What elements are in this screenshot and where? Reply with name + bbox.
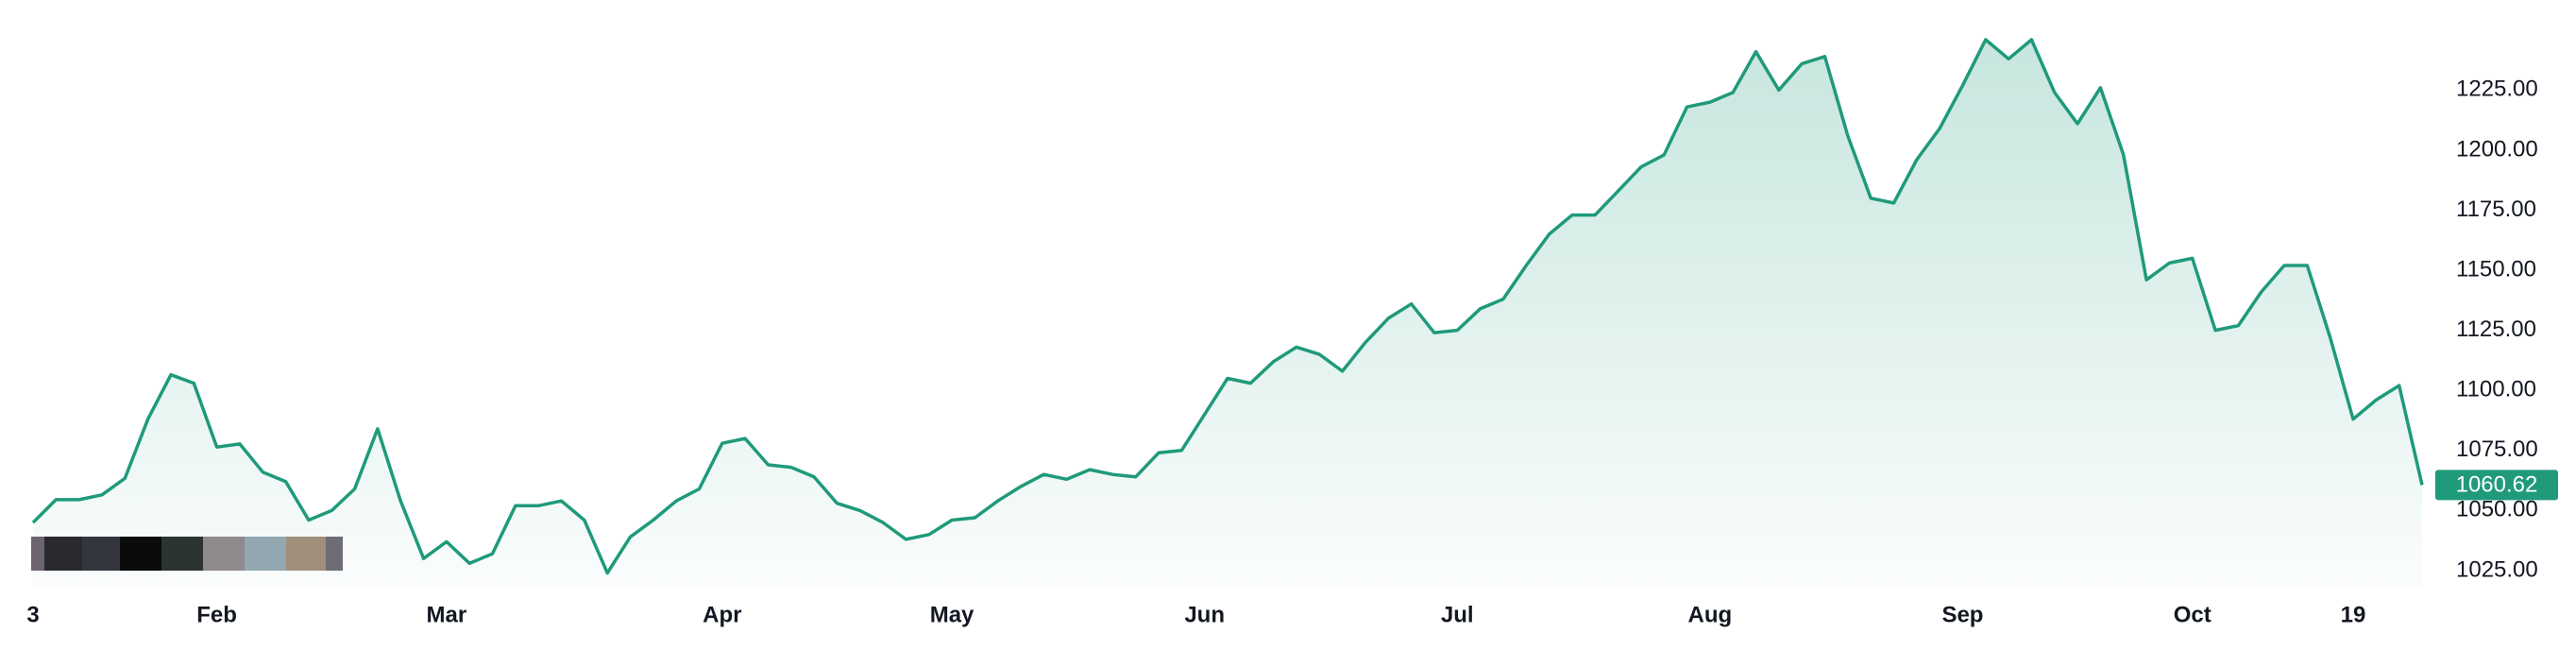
area-fill [33, 40, 2422, 589]
x-tick-label: 19 [2341, 602, 2366, 627]
y-tick-label: 1175.00 [2456, 197, 2536, 222]
y-tick-label: 1075.00 [2456, 436, 2538, 462]
x-tick-label: Apr [703, 602, 741, 627]
price-line [31, 38, 2424, 575]
x-tick-label: Feb [196, 602, 237, 627]
y-tick-label: 1050.00 [2456, 497, 2538, 522]
y-tick-label: 1200.00 [2456, 136, 2538, 162]
x-tick-label: Aug [1688, 602, 1733, 627]
y-tick-label: 1100.00 [2456, 377, 2536, 402]
x-tick-label: Mar [427, 602, 467, 627]
x-tick-label: 3 [26, 602, 39, 627]
x-tick-label: Sep [1941, 602, 1983, 627]
last-price-label: 1060.62 [2456, 472, 2538, 498]
y-tick-label: 1025.00 [2456, 556, 2538, 582]
y-tick-label: 1125.00 [2456, 316, 2536, 342]
watermark [31, 537, 343, 571]
x-tick-label: Oct [2174, 602, 2212, 627]
y-tick-label: 1225.00 [2456, 77, 2538, 102]
last-price-tag [2435, 470, 2558, 501]
x-tick-label: May [930, 602, 974, 627]
y-tick-label: 1150.00 [2456, 256, 2536, 282]
x-tick-label: Jun [1184, 602, 1225, 627]
x-tick-label: Jul [1441, 602, 1474, 627]
